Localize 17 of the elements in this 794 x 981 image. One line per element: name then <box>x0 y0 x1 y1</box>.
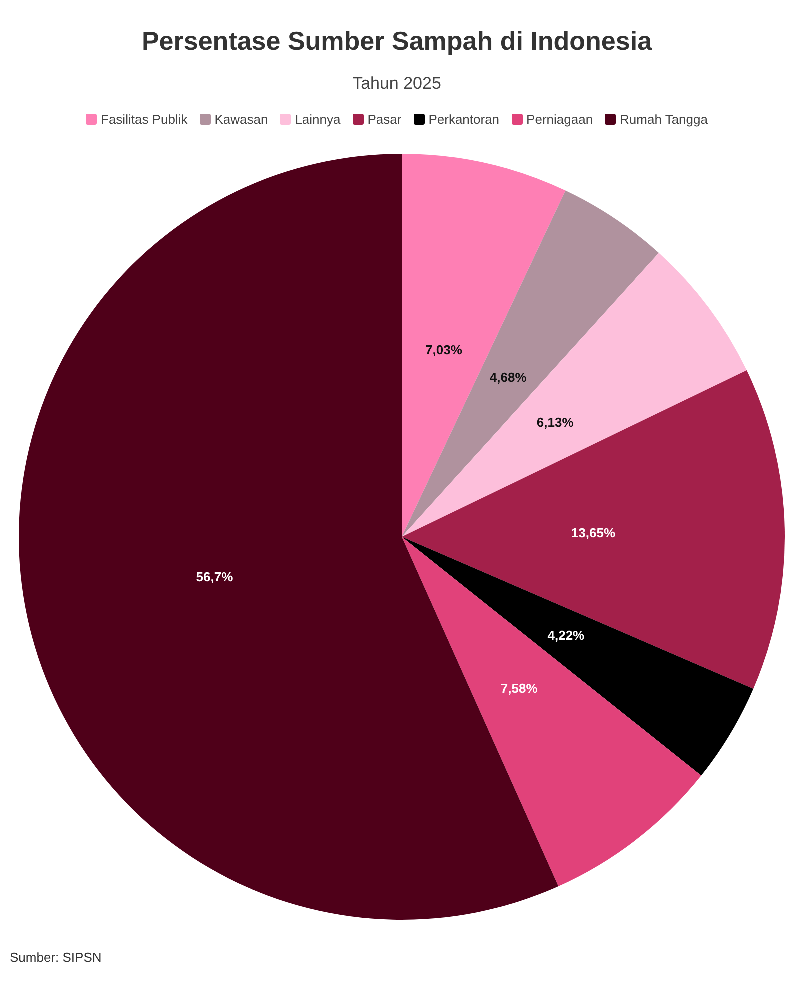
data-label: 4,68% <box>490 370 528 386</box>
legend-label: Fasilitas Publik <box>101 112 188 127</box>
text: Sumber: SIPSN <box>10 950 102 965</box>
data-label: 7,03% <box>426 342 463 358</box>
legend-label: Lainnya <box>295 112 341 127</box>
data-label: 4,22% <box>548 628 586 644</box>
data-label: 13,65% <box>571 526 616 540</box>
legend-label: Kawasan <box>214 112 268 127</box>
legend-label: Perkantoran <box>428 112 500 127</box>
legend-label: Rumah Tangga <box>620 112 708 127</box>
chart-subtitle: Tahun 2025 <box>352 74 442 94</box>
data-label: 56,7% <box>196 570 234 585</box>
legend-label: Perniagaan <box>526 112 594 127</box>
data-label: 7,58% <box>500 680 538 696</box>
legend-label: Pasar <box>368 112 402 127</box>
data-label: 6,13% <box>536 414 574 430</box>
chart-title: Persentase Sumber Sampah di Indonesia <box>140 26 654 57</box>
